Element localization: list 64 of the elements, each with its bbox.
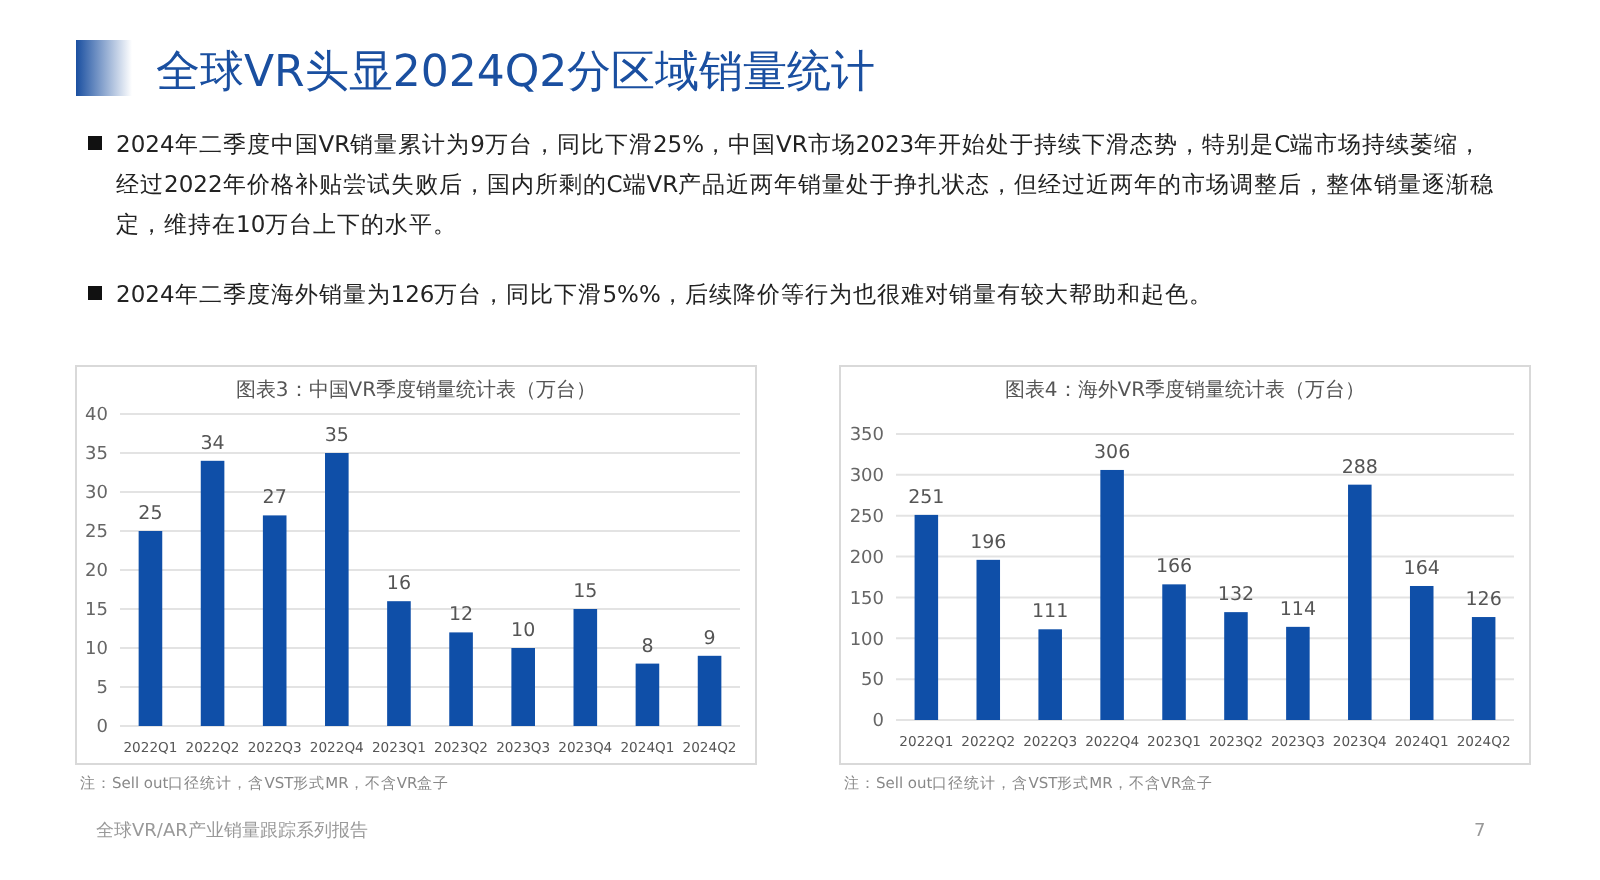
bar	[635, 663, 660, 726]
y-tick-label: 200	[849, 548, 885, 569]
data-label: 251	[908, 486, 945, 509]
y-tick-label: 300	[849, 467, 885, 488]
data-label: 34	[200, 432, 225, 455]
bar	[1409, 585, 1434, 720]
text: 全球VR/AR产业销量跟踪系列报告	[96, 820, 368, 842]
data-label: 196	[970, 531, 1007, 554]
chart-title: 图表3：中国VR季度销量统计表（万台）	[235, 378, 597, 402]
text: 2024年二季度中国VR销量累计为9万台，同比下滑25%，中国VR市场2023年开始处于持续下滑态势，特别是C端市场持续萎缩，经过2022年价格补贴尝试失败后，国内所剩的C端VR产品近两年销量处于挣扎状态，但经过近两年的市场调整后，整体销量逐渐稳定，维持在10万台上下的水平。	[116, 130, 1495, 238]
y-tick-label: 15	[85, 601, 108, 622]
data-label: 166	[1155, 556, 1193, 579]
bar	[1471, 617, 1496, 720]
bar	[914, 514, 939, 720]
data-label: 10	[511, 620, 536, 642]
data-label: 164	[1403, 557, 1440, 580]
y-tick-label: 50	[861, 671, 885, 692]
bar	[449, 632, 473, 726]
bar	[1348, 484, 1372, 720]
y-tick-label: 25	[85, 523, 108, 544]
bar	[200, 460, 225, 726]
bar	[976, 559, 1001, 720]
bar	[573, 609, 598, 726]
bar	[1038, 629, 1062, 720]
y-tick-label: 350	[849, 426, 885, 447]
data-label: 16	[386, 573, 412, 596]
data-label: 111	[1032, 601, 1069, 624]
bar	[262, 515, 287, 726]
data-label: 15	[573, 581, 598, 603]
data-label: 132	[1217, 584, 1255, 607]
chart-title: 图表4：海外VR季度销量统计表（万台）	[1004, 378, 1366, 402]
data-label: 288	[1341, 456, 1378, 479]
y-tick-label: 5	[96, 679, 108, 700]
text: 2024年二季度海外销量为126万台，同比下滑5%%，后续降价等行为也很难对销量有较大帮助和起色。	[116, 280, 1213, 308]
bar	[1162, 584, 1186, 720]
data-label: 306	[1093, 441, 1131, 464]
y-tick-label: 10	[85, 640, 109, 661]
y-tick-label: 20	[85, 562, 109, 583]
bar	[138, 531, 163, 726]
bar	[325, 453, 349, 726]
y-tick-label: 0	[96, 718, 109, 739]
y-tick-label: 150	[849, 589, 885, 610]
y-tick-label: 30	[85, 484, 109, 505]
y-tick-label: 100	[849, 630, 885, 651]
bar	[1100, 469, 1124, 720]
text: 7	[1474, 822, 1486, 842]
data-label: 126	[1465, 589, 1502, 612]
data-label: 8	[641, 635, 654, 658]
data-label: 25	[138, 503, 163, 525]
data-label: 12	[448, 604, 474, 627]
text: 全球VR头显2024Q2分区域销量统计	[156, 48, 876, 98]
bar	[1224, 612, 1248, 720]
data-label: 114	[1279, 598, 1317, 621]
bar	[387, 601, 411, 726]
data-label: 9	[703, 627, 716, 650]
bar	[1286, 626, 1310, 720]
y-tick-label: 0	[872, 712, 885, 733]
y-tick-label: 250	[849, 508, 885, 529]
y-tick-label: 40	[85, 406, 109, 427]
bar	[511, 648, 535, 726]
y-tick-label: 35	[85, 445, 108, 466]
data-label: 35	[324, 425, 349, 447]
data-label: 27	[262, 487, 287, 510]
bar	[697, 655, 722, 726]
